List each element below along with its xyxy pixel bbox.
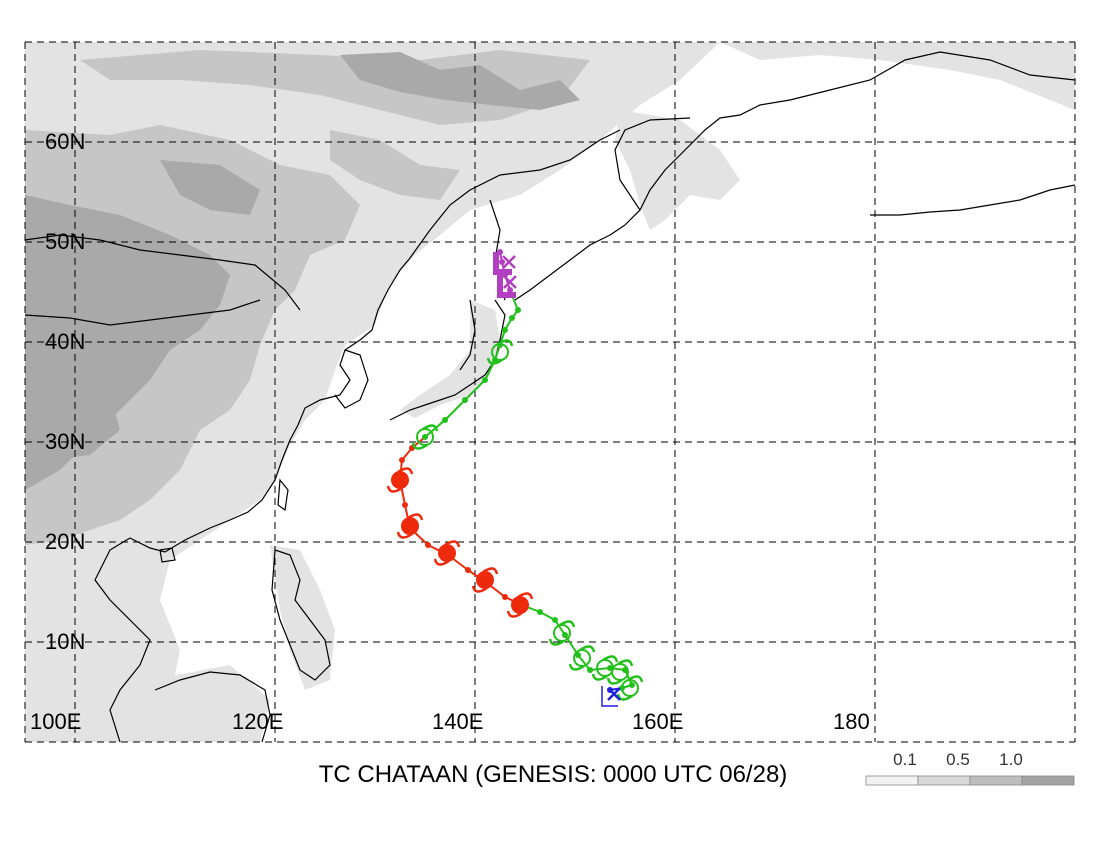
legend-label-0-1: 0.1: [893, 750, 917, 769]
lon-label-100e: 100E: [30, 709, 81, 734]
coastline-alaska: [870, 184, 1075, 216]
genesis-low-symbol: [601, 686, 618, 707]
coastline-hainan: [159, 547, 176, 563]
coastlines: [25, 51, 1075, 742]
lat-label-30n: 30N: [45, 429, 85, 454]
track-point: [502, 327, 508, 333]
track-point: [465, 567, 471, 573]
tropical-storm-symbol: [411, 424, 439, 450]
track-point: [482, 377, 488, 383]
track-point: [587, 667, 593, 673]
track-point: [629, 682, 635, 688]
typhoon-symbol: [471, 567, 499, 593]
track-point: [402, 502, 408, 508]
coastline-arctic: [789, 51, 1075, 101]
track-point: [552, 617, 558, 623]
tropical-storm-symbol: [486, 339, 514, 365]
track-segment: [464, 379, 486, 401]
lat-label-60n: 60N: [45, 129, 85, 154]
track-point: [422, 434, 428, 440]
extratropical-low-symbol: [497, 275, 516, 298]
track-point: [502, 594, 508, 600]
track-point: [399, 457, 405, 463]
legend-swatch-2: [917, 775, 971, 786]
track-point: [462, 397, 468, 403]
track-segment: [444, 399, 466, 421]
extratropical-x-symbol: [502, 255, 516, 269]
track-segment: [577, 654, 591, 671]
typhoon-symbol: [506, 592, 534, 618]
coastline-korea: [334, 349, 369, 409]
track-point: [442, 417, 448, 423]
map-title: TC CHATAAN (GENESIS: 0000 UTC 06/28): [319, 761, 788, 788]
lat-label-40n: 40N: [45, 329, 85, 354]
coastline-asia: [94, 257, 411, 742]
land-shading-kamchatka: [615, 110, 740, 230]
legend-swatch-4: [1021, 775, 1075, 786]
coastline-borneo: [154, 671, 271, 742]
track-point: [537, 609, 543, 615]
lon-label-140e: 140E: [432, 709, 483, 734]
extratropical-low-symbol: [493, 252, 512, 275]
tropical-storm-symbol: [616, 675, 644, 701]
land-shading-dark-mongolia: [160, 160, 260, 215]
latitude-labels: 60N 50N 40N 30N 20N 10N: [45, 129, 85, 654]
storm-track: [386, 249, 644, 707]
longitude-labels: 100E 120E 140E 160E 180: [30, 709, 870, 734]
land-shading-borneo: [140, 665, 270, 742]
legend-swatch-3: [969, 775, 1023, 786]
track-point: [499, 259, 505, 265]
coastline-kurils: [514, 224, 626, 301]
coastline-mongolia-border: [25, 234, 301, 311]
typhoon-symbol: [396, 513, 424, 539]
tropical-storm-symbol: [591, 655, 619, 681]
land-shading-dark-north: [340, 52, 580, 110]
track-point: [507, 287, 513, 293]
genesis-x-symbol: [607, 687, 621, 701]
map-gridlines: [24, 41, 1076, 743]
coastline-okhotsk: [409, 129, 621, 259]
legend-label-1-0: 1.0: [999, 750, 1023, 769]
track-point: [425, 542, 431, 548]
track-point: [562, 632, 568, 638]
track-segment: [554, 619, 566, 636]
shading-legend: 0.1 0.5 1.0: [865, 750, 1075, 786]
tropical-storm-symbol: [568, 645, 596, 671]
extratropical-x-symbol: [503, 275, 517, 289]
land-shading-mid-siberia: [330, 130, 460, 200]
lon-label-160e: 160E: [632, 709, 683, 734]
typhoon-symbol: [386, 467, 414, 493]
lat-label-10n: 10N: [45, 629, 85, 654]
lat-label-20n: 20N: [45, 529, 85, 554]
land-shading-dark-tibet: [25, 380, 120, 460]
track-point: [509, 315, 515, 321]
legend-label-0-5: 0.5: [946, 750, 970, 769]
coastline-philippines: [271, 549, 331, 681]
coastline-taiwan: [277, 478, 289, 512]
lat-label-50n: 50N: [45, 229, 85, 254]
coastline-kamchatka: [614, 99, 791, 226]
track-segment: [589, 667, 611, 671]
tropical-storm-symbol: [548, 620, 576, 646]
lon-label-120e: 120E: [232, 709, 283, 734]
lon-label-180: 180: [833, 709, 870, 734]
coastline-china-border: [25, 299, 261, 326]
land-shading-philippines: [270, 545, 335, 690]
legend-swatch-1: [865, 775, 919, 786]
track-point: [515, 307, 521, 313]
typhoon-symbol: [433, 540, 461, 566]
